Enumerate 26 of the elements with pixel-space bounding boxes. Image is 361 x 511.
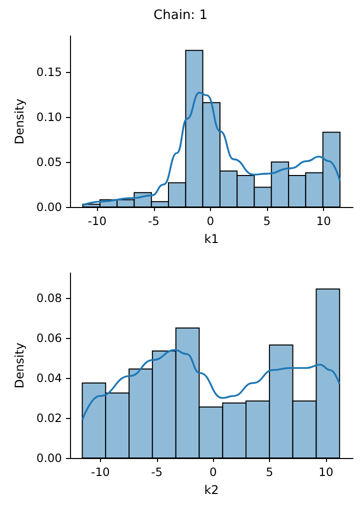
x-tick-label: 5 [266,465,274,479]
y-axis-title: Density [12,98,26,144]
x-tick-label: 0 [210,465,217,479]
line-series [82,92,341,206]
y-tick-label: 0.00 [36,200,62,214]
y-tick-label: 0.10 [36,110,62,124]
y-tick-label: 0.04 [36,371,62,385]
x-tick-label: 5 [263,214,271,228]
x-tick-label: 10 [316,214,331,228]
x-axis-title: k1 [204,232,219,246]
x-tick-label: -10 [91,465,110,479]
y-axis-title: Density [12,342,26,388]
x-tick-label: 10 [318,465,334,479]
x-tick-label: -10 [88,214,107,228]
chart-title: Chain: 1 [154,8,208,23]
x-tick-label: -5 [151,465,163,479]
y-tick-label: 0.05 [36,155,62,169]
y-tick-label: 0.15 [36,65,62,79]
x-axis-title: k2 [204,483,219,497]
y-tick-label: 0.06 [36,331,62,345]
x-tick-label: 0 [206,214,214,228]
y-tick-label: 0.00 [36,451,62,465]
y-tick-label: 0.08 [36,291,62,305]
y-tick-label: 0.02 [36,411,62,425]
x-tick-label: -5 [148,214,160,228]
line-series [81,349,340,421]
